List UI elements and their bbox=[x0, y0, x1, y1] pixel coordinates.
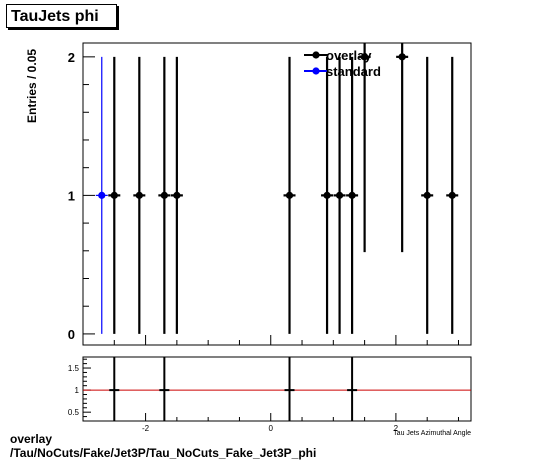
overlay-point bbox=[135, 191, 143, 199]
overlay-point bbox=[285, 191, 294, 199]
standard-point bbox=[98, 191, 106, 199]
overlay-point bbox=[423, 191, 431, 199]
ratio-y-tick-label: 1 bbox=[75, 386, 80, 395]
legend-label-standard: standard bbox=[326, 64, 381, 79]
legend-marker-standard bbox=[312, 67, 320, 75]
main-frame bbox=[82, 42, 472, 346]
overlay-point bbox=[160, 191, 168, 199]
overlay-point bbox=[361, 53, 369, 61]
ratio-x-tick-label: -2 bbox=[142, 424, 150, 433]
y-axis-label: Entries / 0.05 bbox=[25, 49, 39, 123]
overlay-point bbox=[398, 53, 406, 61]
footer-path-label: /Tau/NoCuts/Fake/Jet3P/Tau_NoCuts_Fake_J… bbox=[10, 446, 317, 460]
ratio-data-points bbox=[109, 357, 358, 421]
overlay-point bbox=[335, 191, 344, 199]
footer-overlay-label: overlay bbox=[10, 432, 53, 446]
legend-marker-overlay bbox=[312, 51, 320, 59]
chart-title: TauJets phi bbox=[6, 4, 117, 28]
ratio-y-tick-label: 0.5 bbox=[68, 408, 80, 417]
y-tick-label: 2 bbox=[68, 50, 75, 65]
ratio-x-tick-label: 0 bbox=[269, 424, 274, 433]
ratio-frame bbox=[82, 356, 472, 422]
legend-label-overlay: overlay bbox=[326, 48, 372, 63]
overlay-point bbox=[348, 191, 356, 199]
y-tick-label: 0 bbox=[68, 327, 75, 342]
overlay-point bbox=[110, 191, 118, 199]
overlay-point bbox=[448, 191, 456, 199]
x-axis-label: Tau Jets Azimuthal Angle bbox=[393, 430, 471, 437]
overlay-point bbox=[323, 191, 331, 199]
y-tick-label: 1 bbox=[68, 188, 75, 203]
main-data-points bbox=[95, 43, 459, 334]
overlay-point bbox=[173, 191, 181, 199]
ratio-y-tick-label: 1.5 bbox=[68, 364, 80, 373]
ratio-x-tick-label: 2 bbox=[394, 424, 399, 433]
